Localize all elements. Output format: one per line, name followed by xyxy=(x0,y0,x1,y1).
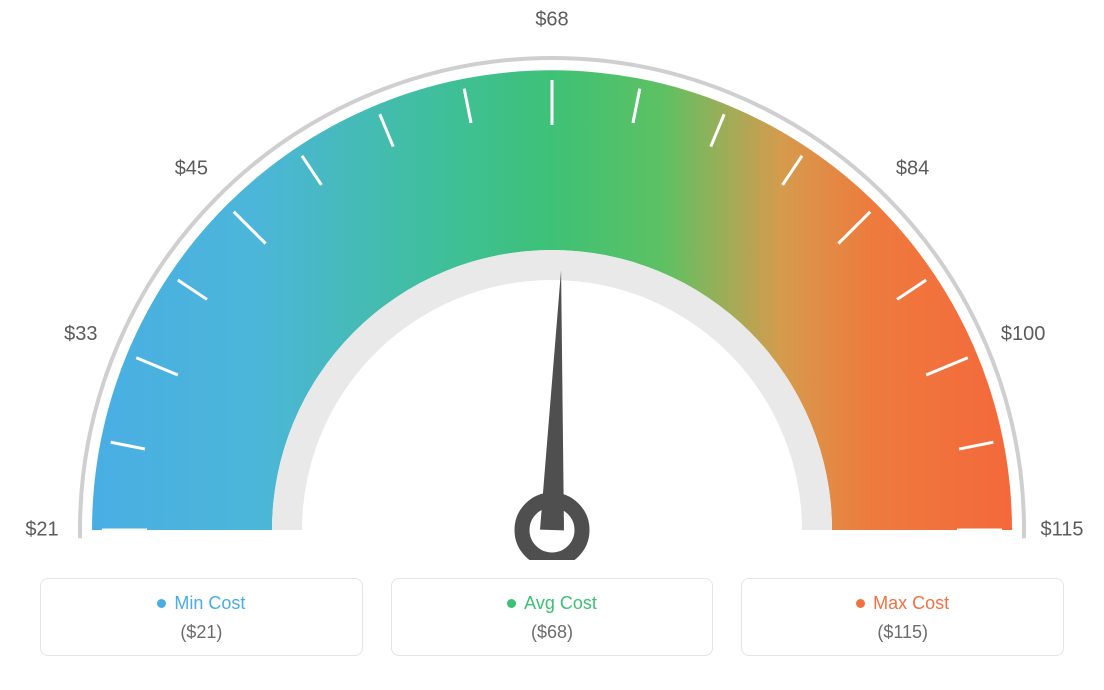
legend-card-min: Min Cost ($21) xyxy=(40,578,363,656)
legend-row: Min Cost ($21) Avg Cost ($68) Max Cost (… xyxy=(0,560,1104,656)
gauge-chart: $21 $33 $45 $68 $84 $100 $115 xyxy=(0,0,1104,560)
legend-label-avg: Avg Cost xyxy=(524,593,597,614)
legend-value-min: ($21) xyxy=(51,622,352,643)
gauge-tick-label: $21 xyxy=(25,518,58,540)
legend-dot-min xyxy=(157,599,166,608)
gauge-tick-label: $45 xyxy=(175,158,208,180)
legend-dot-max xyxy=(856,599,865,608)
legend-value-avg: ($68) xyxy=(402,622,703,643)
legend-title-row: Avg Cost xyxy=(402,593,703,614)
gauge-tick-label: $84 xyxy=(896,158,929,180)
gauge-svg: $21 $33 $45 $68 $84 $100 $115 xyxy=(0,0,1104,560)
gauge-tick-label: $100 xyxy=(1001,323,1046,345)
gauge-needle xyxy=(540,270,564,530)
gauge-tick-label: $68 xyxy=(535,8,568,30)
gauge-tick-label: $115 xyxy=(1040,518,1083,540)
legend-value-max: ($115) xyxy=(752,622,1053,643)
legend-title-row: Min Cost xyxy=(51,593,352,614)
legend-dot-avg xyxy=(507,599,516,608)
legend-label-max: Max Cost xyxy=(873,593,949,614)
legend-label-min: Min Cost xyxy=(174,593,245,614)
legend-title-row: Max Cost xyxy=(752,593,1053,614)
legend-card-avg: Avg Cost ($68) xyxy=(391,578,714,656)
legend-card-max: Max Cost ($115) xyxy=(741,578,1064,656)
gauge-tick-label: $33 xyxy=(64,323,97,345)
